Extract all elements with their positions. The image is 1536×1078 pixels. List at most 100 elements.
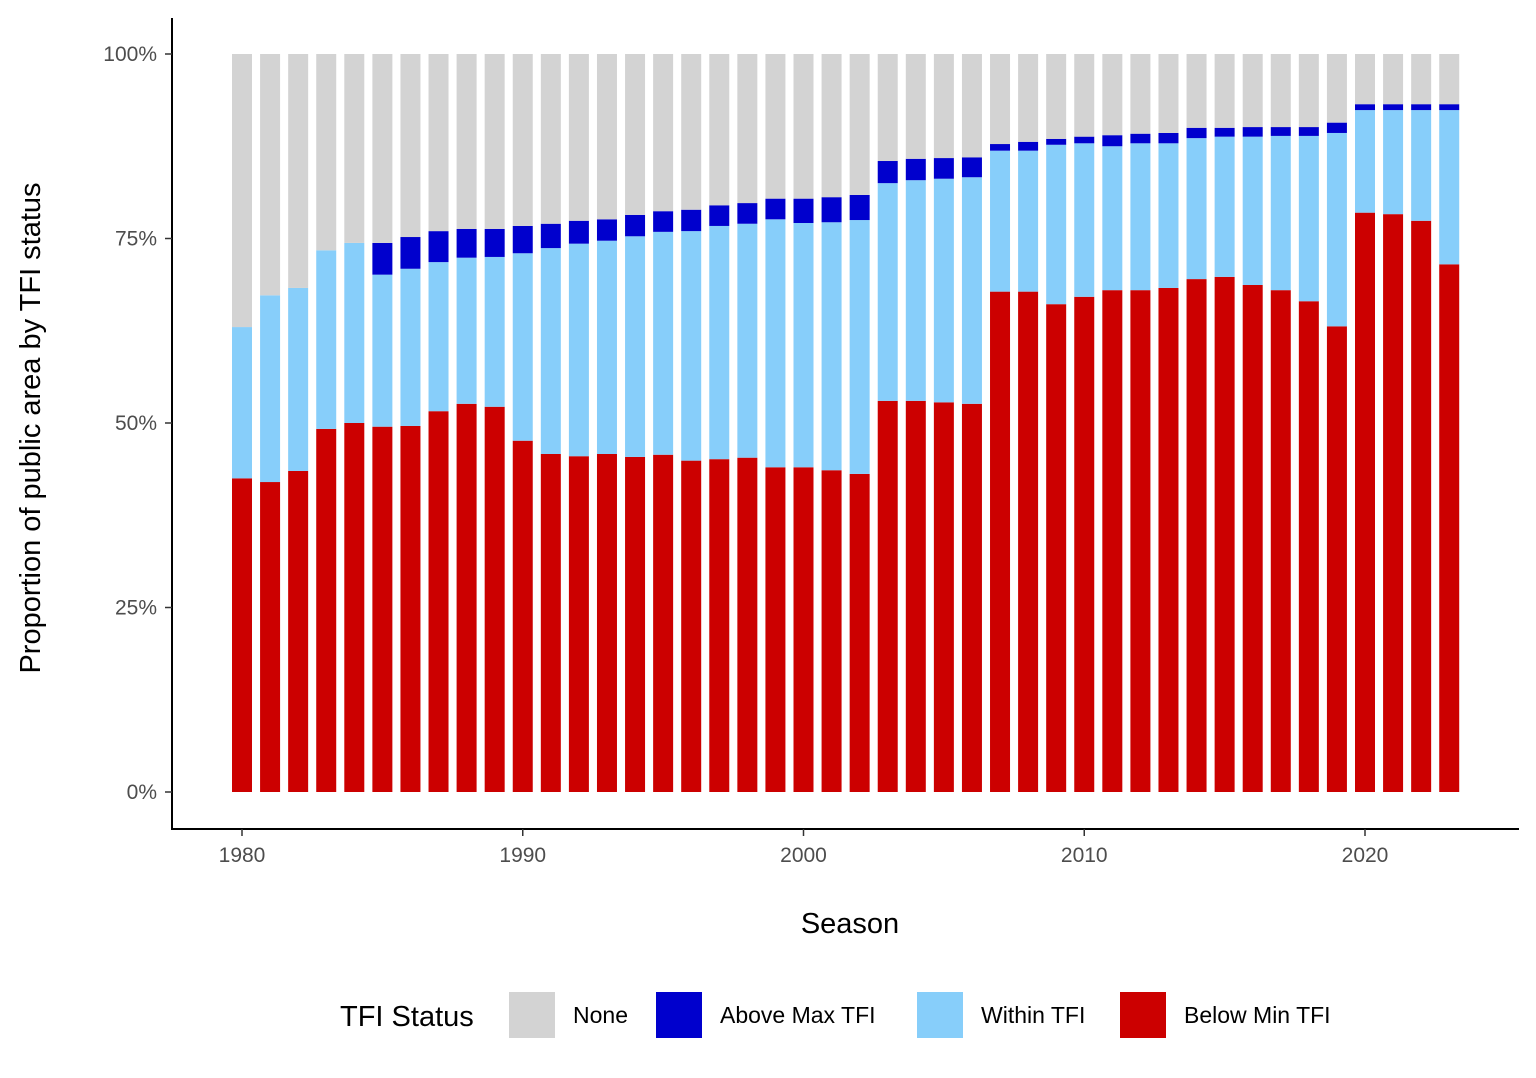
bar-above-max-tfi-2002 xyxy=(849,194,870,221)
bar-none-1982 xyxy=(288,54,309,288)
bar-none-2011 xyxy=(1102,54,1123,136)
bar-none-1984 xyxy=(344,54,365,243)
bar-none-2020 xyxy=(1355,54,1375,105)
bar-none-1997 xyxy=(709,54,730,206)
bar-none-2018 xyxy=(1298,54,1319,128)
bar-within-tfi-1999 xyxy=(765,219,786,468)
bar-within-tfi-1985 xyxy=(372,274,393,427)
bar-within-tfi-1993 xyxy=(596,240,617,454)
x-tick-label: 1980 xyxy=(219,844,266,867)
bar-none-2019 xyxy=(1326,54,1347,123)
legend-swatch-within-tfi xyxy=(917,992,963,1038)
bar-below-min-tfi-2006 xyxy=(961,403,982,792)
legend-label: None xyxy=(573,1002,628,1028)
bar-none-2005 xyxy=(933,54,954,159)
bar-above-max-tfi-2018 xyxy=(1298,127,1319,136)
y-tick-label: 25% xyxy=(115,597,157,620)
bar-none-1995 xyxy=(653,54,674,212)
bar-below-min-tfi-1995 xyxy=(653,454,674,792)
bar-above-max-tfi-2023 xyxy=(1439,104,1460,111)
bar-above-max-tfi-2006 xyxy=(961,157,982,178)
bar-none-1983 xyxy=(316,54,337,251)
bar-below-min-tfi-1982 xyxy=(288,470,309,792)
y-tick-label: 0% xyxy=(127,781,157,804)
bar-above-max-tfi-2014 xyxy=(1186,127,1207,139)
bar-above-max-tfi-2003 xyxy=(877,161,898,184)
bar-below-min-tfi-1986 xyxy=(400,425,421,792)
bar-none-2008 xyxy=(1018,54,1039,142)
bar-above-max-tfi-1985 xyxy=(372,242,393,275)
x-tick-label: 2020 xyxy=(1342,844,1389,867)
bar-above-max-tfi-2008 xyxy=(1018,141,1039,151)
bar-below-min-tfi-2010 xyxy=(1074,296,1095,792)
bar-above-max-tfi-2015 xyxy=(1214,127,1235,137)
bar-within-tfi-2021 xyxy=(1383,110,1404,215)
bar-below-min-tfi-2017 xyxy=(1270,290,1291,792)
bar-below-min-tfi-1989 xyxy=(484,406,505,792)
bar-none-1993 xyxy=(596,54,617,220)
bar-below-min-tfi-2005 xyxy=(933,402,954,792)
bar-within-tfi-2020 xyxy=(1355,110,1375,213)
bar-below-min-tfi-2002 xyxy=(849,473,870,792)
bar-below-min-tfi-2019 xyxy=(1326,326,1347,792)
legend-swatch-above-max-tfi xyxy=(656,992,702,1038)
bar-none-2022 xyxy=(1411,54,1432,105)
bar-within-tfi-2023 xyxy=(1439,110,1460,265)
bar-above-max-tfi-2016 xyxy=(1242,127,1263,137)
bar-within-tfi-1987 xyxy=(428,262,449,412)
x-tick-label: 2000 xyxy=(780,844,827,867)
bar-below-min-tfi-1993 xyxy=(596,453,617,792)
bar-within-tfi-1996 xyxy=(681,231,702,461)
bar-below-min-tfi-1992 xyxy=(568,456,589,792)
bar-within-tfi-1998 xyxy=(737,223,758,458)
y-ticks: 0% 25% 50% 75% 100% xyxy=(103,43,172,804)
bar-within-tfi-1988 xyxy=(456,257,477,404)
bar-none-1990 xyxy=(512,54,533,226)
bar-below-min-tfi-1987 xyxy=(428,411,449,792)
bar-below-min-tfi-1983 xyxy=(316,428,337,792)
bar-within-tfi-2018 xyxy=(1298,135,1319,302)
x-tick-label: 1990 xyxy=(499,844,546,867)
bar-within-tfi-2013 xyxy=(1158,143,1179,288)
bar-within-tfi-2022 xyxy=(1411,110,1432,221)
bar-none-1986 xyxy=(400,54,421,238)
x-ticks: 1980 1990 2000 2010 2020 xyxy=(219,829,1389,867)
bar-none-2009 xyxy=(1046,54,1067,139)
bar-above-max-tfi-2005 xyxy=(933,158,954,179)
bar-above-max-tfi-1992 xyxy=(568,220,589,244)
bar-none-2021 xyxy=(1383,54,1404,105)
bar-none-1999 xyxy=(765,54,786,199)
bar-within-tfi-1994 xyxy=(625,236,646,457)
bar-below-min-tfi-1990 xyxy=(512,440,533,792)
bar-within-tfi-2016 xyxy=(1242,136,1263,285)
bar-none-1987 xyxy=(428,54,449,232)
bar-below-min-tfi-2003 xyxy=(877,400,898,792)
bar-above-max-tfi-2021 xyxy=(1383,104,1404,111)
bars-layer xyxy=(232,54,1460,793)
bar-below-min-tfi-1994 xyxy=(625,456,646,792)
bar-below-min-tfi-2014 xyxy=(1186,279,1207,793)
bar-below-min-tfi-2016 xyxy=(1242,284,1263,792)
bar-above-max-tfi-2022 xyxy=(1411,104,1432,111)
legend: TFI Status None Above Max TFI Within TFI Be… xyxy=(340,992,1331,1038)
bar-below-min-tfi-1988 xyxy=(456,403,477,792)
bar-below-min-tfi-1998 xyxy=(737,457,758,792)
bar-within-tfi-2002 xyxy=(849,220,870,474)
bar-within-tfi-2009 xyxy=(1046,144,1067,305)
bar-above-max-tfi-2000 xyxy=(793,198,814,224)
bar-above-max-tfi-2019 xyxy=(1326,122,1347,133)
bar-below-min-tfi-2012 xyxy=(1130,290,1151,792)
bar-within-tfi-1986 xyxy=(400,268,421,426)
y-axis-title: Proportion of public area by TFI status xyxy=(15,182,47,673)
bar-none-1998 xyxy=(737,54,758,204)
bar-above-max-tfi-1994 xyxy=(625,214,646,237)
bar-none-2003 xyxy=(877,54,898,162)
legend-label: Within TFI xyxy=(981,1002,1085,1028)
bar-none-2016 xyxy=(1242,54,1263,128)
bar-within-tfi-2001 xyxy=(821,222,842,471)
bar-none-2002 xyxy=(849,54,870,195)
bar-within-tfi-1980 xyxy=(232,327,252,479)
bar-within-tfi-2008 xyxy=(1018,150,1039,292)
bar-none-2001 xyxy=(821,54,842,198)
bar-within-tfi-2003 xyxy=(877,183,898,401)
